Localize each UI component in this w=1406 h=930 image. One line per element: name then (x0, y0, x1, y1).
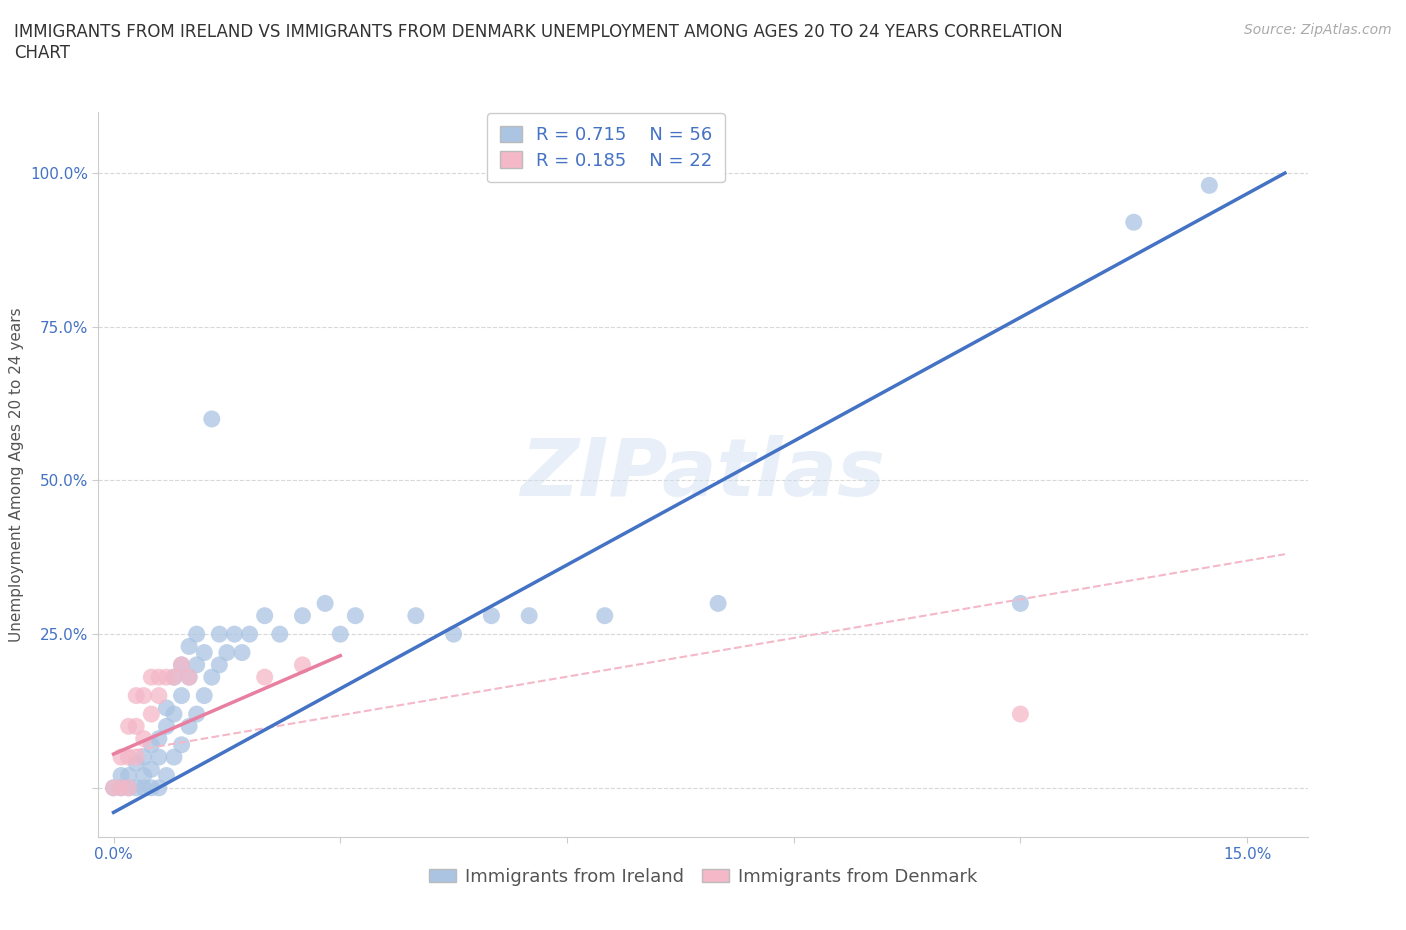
Point (141, 670, 163, 684)
Point (163, 670, 186, 684)
Point (208, 658, 231, 672)
Point (103, 780, 125, 795)
Point (215, 645, 238, 660)
Point (193, 688, 215, 703)
Point (593, 608, 616, 623)
Point (179, 670, 201, 684)
Point (707, 596, 730, 611)
Point (141, 780, 163, 795)
Point (179, 639, 201, 654)
Point (1010, 707, 1032, 722)
Point (132, 750, 155, 764)
Point (231, 645, 253, 660)
Point (170, 737, 193, 752)
Point (443, 627, 465, 642)
Point (148, 688, 170, 703)
Point (155, 719, 177, 734)
Text: Source: ZipAtlas.com: Source: ZipAtlas.com (1244, 23, 1392, 37)
Point (186, 627, 208, 642)
Point (193, 645, 215, 660)
Point (118, 768, 141, 783)
Point (344, 608, 367, 623)
Point (148, 750, 170, 764)
Point (132, 780, 155, 795)
Point (208, 627, 231, 642)
Point (239, 627, 262, 642)
Point (148, 731, 170, 746)
Point (141, 762, 163, 777)
Point (155, 670, 177, 684)
Text: ZIPatlas: ZIPatlas (520, 435, 886, 513)
Legend: Immigrants from Ireland, Immigrants from Denmark: Immigrants from Ireland, Immigrants from… (422, 861, 984, 893)
Point (163, 670, 186, 684)
Point (110, 750, 132, 764)
Point (170, 658, 193, 672)
Point (314, 596, 336, 611)
Point (170, 688, 193, 703)
Point (201, 670, 224, 684)
Point (201, 412, 224, 427)
Point (186, 658, 208, 672)
Point (253, 608, 276, 623)
Point (125, 688, 148, 703)
Point (179, 670, 201, 684)
Point (1010, 596, 1032, 611)
Point (125, 780, 148, 795)
Point (110, 780, 132, 795)
Y-axis label: Unemployment Among Ages 20 to 24 years: Unemployment Among Ages 20 to 24 years (10, 307, 24, 642)
Point (253, 670, 276, 684)
Point (110, 780, 132, 795)
Point (163, 707, 186, 722)
Point (405, 608, 427, 623)
Point (148, 780, 170, 795)
Point (269, 627, 291, 642)
Point (170, 658, 193, 672)
Point (110, 768, 132, 783)
Point (481, 608, 503, 623)
Point (132, 688, 155, 703)
Point (179, 719, 201, 734)
Point (125, 756, 148, 771)
Point (118, 780, 141, 795)
Point (329, 627, 352, 642)
Point (103, 780, 125, 795)
Point (1198, 178, 1220, 193)
Point (517, 608, 540, 623)
Point (224, 627, 246, 642)
Point (155, 700, 177, 715)
Point (1122, 215, 1144, 230)
Point (291, 658, 314, 672)
Point (141, 737, 163, 752)
Point (155, 768, 177, 783)
Point (118, 750, 141, 764)
Point (291, 608, 314, 623)
Point (132, 731, 155, 746)
Point (148, 670, 170, 684)
Point (118, 719, 141, 734)
Point (125, 719, 148, 734)
Text: IMMIGRANTS FROM IRELAND VS IMMIGRANTS FROM DENMARK UNEMPLOYMENT AMONG AGES 20 TO: IMMIGRANTS FROM IRELAND VS IMMIGRANTS FR… (14, 23, 1063, 62)
Point (132, 768, 155, 783)
Point (141, 707, 163, 722)
Point (163, 750, 186, 764)
Point (118, 780, 141, 795)
Point (125, 750, 148, 764)
Point (186, 707, 208, 722)
